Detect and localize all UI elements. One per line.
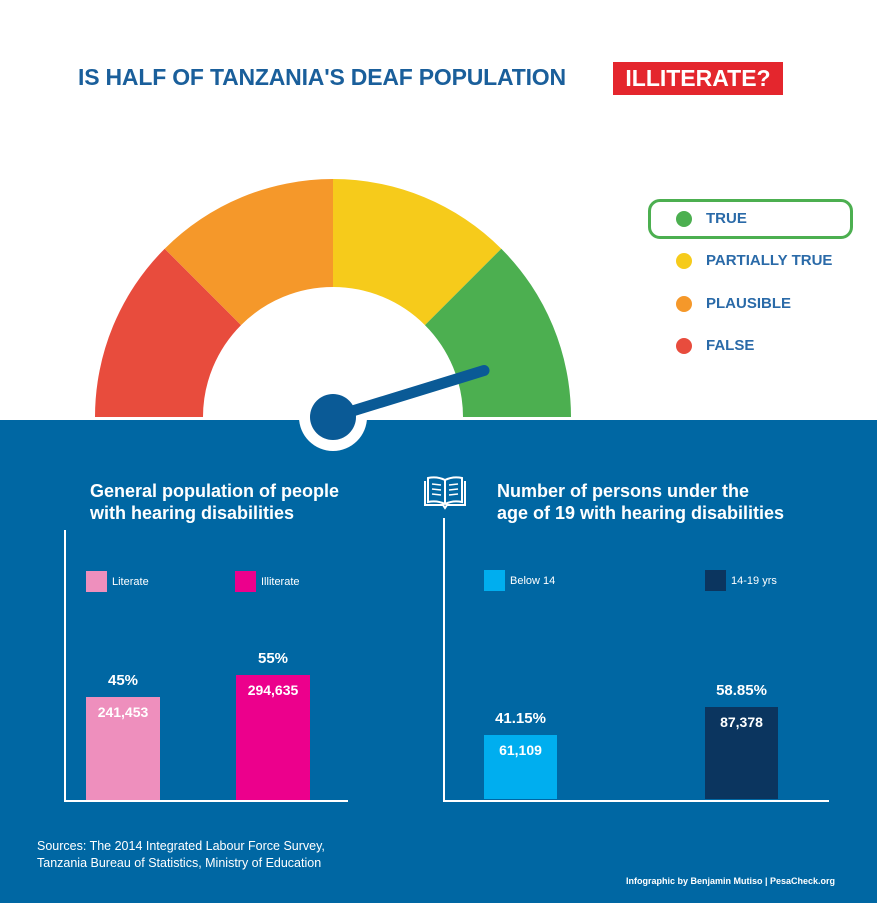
sources-line-2: Tanzania Bureau of Statistics, Ministry … (37, 856, 322, 870)
chart-1-key-swatch-literate (86, 571, 107, 592)
legend-item-false: FALSE (648, 326, 853, 366)
chart-1-percent-label-literate: 45% (107, 672, 139, 690)
chart-2-percent-label-14-19-yrs: 58.85% (716, 681, 767, 699)
legend-label: PARTIALLY TRUE (706, 252, 833, 269)
chart-2-count-label-14-19-yrs: 87,378 (720, 713, 763, 730)
chart-1-x-axis (64, 800, 348, 802)
chart-2-count-label-below-14: 61,109 (499, 741, 542, 758)
legend-dot-icon (676, 253, 692, 269)
chart-1-bar-literate (86, 697, 160, 800)
chart-2-key-label-below-14: Below 14 (510, 575, 556, 587)
chart-2-bar-below-14 (484, 734, 557, 799)
chart-1-bar-illiterate (236, 674, 310, 800)
gauge-segment-plausible (164, 179, 333, 326)
chart-2-percent-label-below-14: 41.15% (495, 709, 546, 727)
legend-item-true: TRUE (648, 199, 853, 239)
chart-1-key-swatch-illiterate (235, 571, 256, 592)
gauge-segment-partially-true (333, 179, 502, 326)
gauge-segments (95, 179, 571, 417)
legend-item-partially-true: PARTIALLY TRUE (648, 241, 853, 281)
credit-line: Infographic by Benjamin Mutiso | PesaChe… (626, 876, 836, 886)
gauge-segment-false (95, 248, 242, 417)
chart-1-percent-label-illiterate: 55% (257, 649, 289, 667)
chart-2-title-line-1: Number of persons under the (497, 481, 750, 501)
title-bar: IS HALF OF TANZANIA'S DEAF POPULATION IL… (0, 62, 877, 98)
chart-1-y-axis (64, 530, 66, 802)
chart-1-key-label-literate: Literate (112, 576, 149, 588)
gauge-needle-layer (310, 365, 490, 440)
legend-label: TRUE (706, 210, 747, 227)
legend-dot-icon (676, 338, 692, 354)
title-badge: ILLITERATE? (613, 62, 783, 95)
legend-dot-icon (676, 211, 692, 227)
charts-panel (0, 420, 877, 903)
book-icon (424, 476, 466, 510)
legend-label: FALSE (706, 337, 755, 354)
chart-2-x-axis (443, 800, 829, 802)
chart-2-title-line-2: age of 19 with hearing disabilities (497, 503, 785, 523)
chart-2-key-swatch-below-14 (484, 570, 505, 591)
sources-line-1: Sources: The 2014 Integrated Labour Forc… (37, 839, 325, 853)
chart-1-title: General population of people with hearin… (90, 480, 339, 524)
chart-1-key-label-illiterate: Illiterate (261, 576, 300, 588)
gauge-needle (327, 365, 490, 423)
page-title: IS HALF OF TANZANIA'S DEAF POPULATION (78, 64, 566, 90)
sources-note: Sources: The 2014 Integrated Labour Forc… (37, 838, 325, 872)
chart-2-bar-14-19-yrs (705, 706, 778, 799)
legend-dot-icon (676, 296, 692, 312)
chart-2-title: Number of persons under the age of 19 wi… (497, 480, 784, 524)
chart-2-key-swatch-14-19 (705, 570, 726, 591)
legend-item-plausible: PLAUSIBLE (648, 284, 853, 324)
gauge-needle-hub (310, 394, 356, 440)
chart-2-key-label-14-19: 14-19 yrs (731, 575, 777, 587)
chart-1-count-label-literate: 241,453 (97, 704, 149, 721)
chart-2-y-axis (443, 518, 445, 802)
verdict-gauge (95, 179, 571, 417)
chart-1-title-line-2: with hearing disabilities (90, 503, 295, 523)
chart-1-count-label-illiterate: 294,635 (247, 681, 299, 698)
chart-1-title-line-1: General population of people (90, 481, 340, 501)
legend-label: PLAUSIBLE (706, 295, 792, 312)
